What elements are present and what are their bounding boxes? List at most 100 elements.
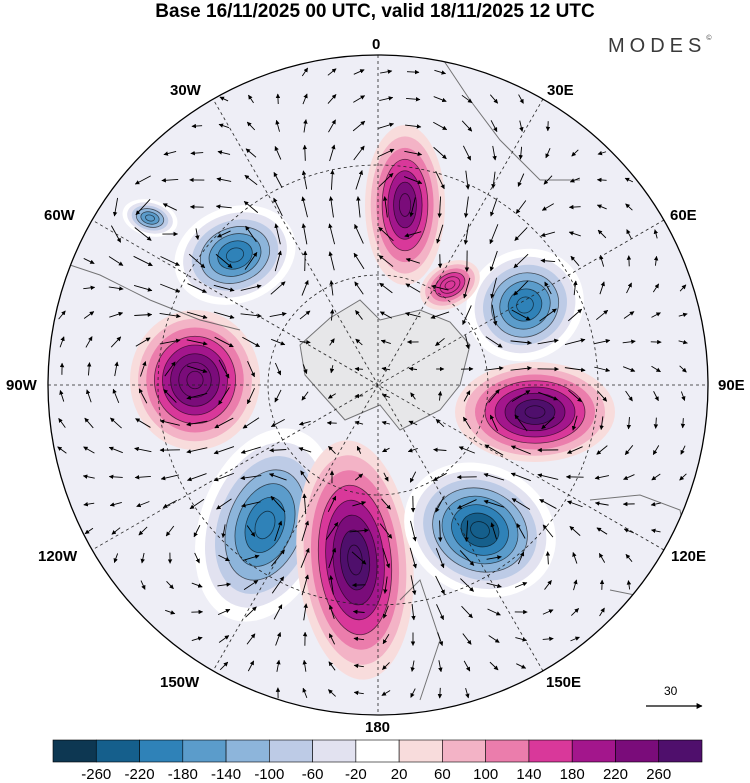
wind-vector: [596, 204, 607, 210]
wind-vector: [112, 197, 119, 217]
colorbar-tick-label: 140: [516, 766, 542, 783]
anomaly-contour: [145, 214, 155, 222]
wind-vector: [162, 203, 178, 211]
wind-vector: [159, 313, 181, 319]
wind-vector: [330, 169, 335, 190]
wind-vector: [680, 391, 686, 401]
wind-vector: [108, 474, 123, 480]
wind-vector: [134, 446, 152, 453]
wind-vector: [327, 94, 337, 104]
wind-vector: [328, 196, 334, 218]
wind-vector: [515, 200, 527, 214]
wind-vector: [510, 366, 532, 371]
wind-vector: [276, 659, 281, 672]
wind-vector: [215, 253, 233, 269]
wind-vector: [58, 310, 66, 320]
meridian-150e-30w: [212, 98, 544, 672]
wind-vector: [109, 311, 124, 318]
wind-vector: [542, 609, 554, 615]
anomaly-field: [122, 125, 615, 680]
label-lon-120e: 120E: [671, 548, 707, 565]
wind-vector: [514, 414, 528, 432]
wind-vector: [59, 389, 65, 402]
wind-vector: [379, 523, 393, 539]
wind-vector: [243, 580, 259, 590]
wind-vector: [483, 472, 505, 481]
wind-vector: [195, 228, 200, 240]
wind-vector: [247, 660, 255, 672]
wind-vector: [541, 203, 554, 211]
wind-vector: [191, 123, 203, 129]
wind-vector: [595, 309, 609, 321]
wind-vector: [626, 417, 632, 430]
wind-vector: [599, 281, 605, 295]
label-lon-180: 180: [365, 719, 391, 736]
wind-vector: [490, 522, 497, 540]
map-title: Base 16/11/2025 00 UTC, valid 18/11/2025…: [155, 1, 595, 22]
wind-vector: [244, 174, 258, 186]
wind-vector: [86, 362, 92, 376]
positive-anomaly: [130, 310, 260, 450]
wind-vector: [406, 96, 421, 102]
wind-vector: [274, 520, 283, 542]
wind-vector: [571, 415, 578, 431]
wind-vector: [275, 119, 280, 132]
wind-vector: [83, 258, 95, 264]
anomaly-contour: [254, 510, 276, 540]
wind-vector: [133, 255, 153, 267]
wind-vector: [596, 527, 608, 535]
wind-vector: [380, 69, 393, 74]
wind-vector: [594, 338, 611, 345]
wind-vector: [569, 177, 580, 183]
wind-vector: [108, 256, 124, 266]
wind-vector: [84, 417, 94, 429]
wind-vector: [490, 120, 498, 133]
wind-vector: [188, 253, 206, 269]
wind-vector: [542, 524, 554, 538]
wind-vector: [274, 389, 282, 403]
wind-vector: [83, 285, 96, 291]
wind-vector: [653, 255, 659, 266]
wind-vector: [408, 366, 418, 372]
wind-vector: [679, 284, 687, 292]
colorbar-tick-label: 260: [646, 766, 672, 783]
wind-vector: [302, 250, 308, 271]
wind-vector: [484, 444, 504, 456]
wind-vector: [189, 498, 205, 510]
wind-vector: [163, 389, 177, 403]
wind-vector: [435, 548, 445, 569]
wind-vector: [465, 335, 470, 350]
wind-vector: [463, 223, 470, 245]
wind-vector: [492, 145, 497, 161]
wind-vector: [597, 229, 607, 239]
wind-vector: [626, 580, 632, 590]
wind-vector: [545, 147, 551, 159]
label-lon-0: 0: [372, 36, 381, 53]
wind-vector: [651, 473, 661, 481]
wind-vector: [354, 473, 364, 481]
colorbar-tick-label: -180: [167, 766, 198, 783]
wind-vector: [597, 150, 607, 156]
wind-vector: [436, 224, 444, 244]
wind-vector: [463, 277, 471, 299]
wind-vector: [545, 551, 551, 565]
wind-vector: [463, 416, 471, 430]
wind-vector: [511, 498, 531, 510]
wind-vector: [194, 552, 200, 564]
wind-vector: [485, 336, 503, 348]
wind-vector: [438, 660, 443, 673]
wind-vector: [382, 547, 391, 569]
wind-vector: [160, 256, 180, 266]
wind-vector: [461, 605, 473, 619]
wind-vector: [513, 253, 529, 269]
wind-vector: [217, 230, 231, 238]
wind-vector: [327, 495, 337, 512]
wind-vector: [246, 633, 256, 645]
wind-vector: [379, 311, 392, 319]
positive-anomaly: [365, 125, 445, 285]
wind-vector: [543, 175, 553, 185]
wind-vector: [328, 689, 336, 697]
wind-vector: [218, 123, 230, 129]
wind-vector: [328, 575, 334, 595]
colorbar-tick-label: 60: [434, 766, 451, 783]
